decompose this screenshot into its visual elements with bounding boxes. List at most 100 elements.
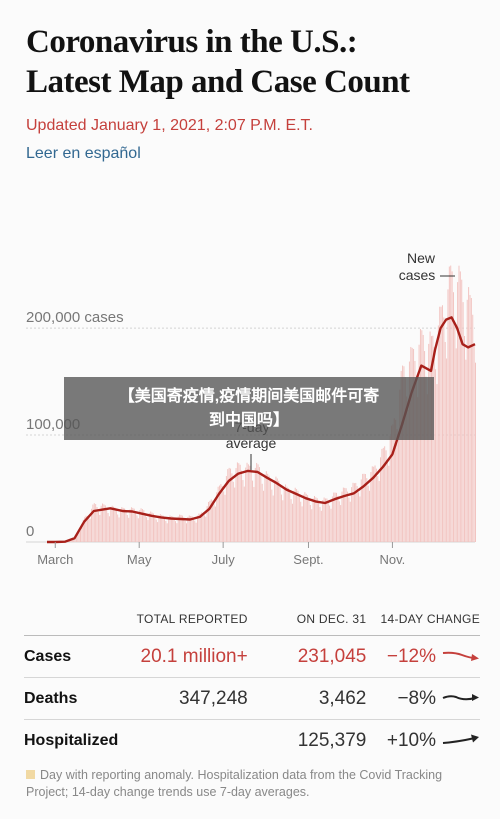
- daily-bar: [297, 490, 299, 542]
- daily-bar: [448, 266, 450, 542]
- daily-bar: [463, 335, 465, 542]
- daily-bar: [472, 314, 474, 542]
- daily-bar: [271, 489, 273, 542]
- daily-bar: [426, 394, 428, 542]
- daily-bar: [355, 482, 357, 542]
- daily-bar: [356, 486, 358, 542]
- daily-bar: [410, 346, 412, 542]
- daily-bar: [143, 510, 145, 542]
- daily-bar: [202, 512, 204, 542]
- daily-bar: [437, 325, 439, 542]
- daily-bar: [180, 514, 182, 542]
- trend-up-arrow-icon: [442, 734, 479, 745]
- daily-bar: [152, 513, 154, 542]
- daily-bar: [139, 510, 141, 542]
- daily-bar: [103, 504, 105, 542]
- hospitalized-total: [118, 720, 247, 762]
- daily-bar: [214, 506, 216, 542]
- daily-bar: [287, 488, 289, 542]
- daily-bar: [446, 358, 448, 542]
- stats-row-cases: Cases 20.1 million+ 231,045 −12%: [24, 635, 480, 678]
- daily-bar: [320, 510, 322, 542]
- daily-bar: [459, 271, 461, 542]
- daily-bar: [363, 473, 365, 542]
- daily-bar: [238, 463, 240, 542]
- daily-bar: [146, 517, 148, 542]
- daily-bar: [203, 515, 205, 542]
- x-tick-label: May: [127, 552, 152, 567]
- daily-bar: [228, 467, 230, 542]
- footnote-text: Day with reporting anomaly. Hospitalizat…: [26, 768, 443, 799]
- daily-bar: [168, 516, 170, 542]
- new-cases-label: cases: [399, 267, 436, 283]
- daily-bar: [397, 434, 399, 542]
- daily-bar: [304, 492, 306, 542]
- deaths-day: 3,462: [247, 677, 367, 720]
- trend-down-arrow-icon: [442, 652, 479, 662]
- daily-bar: [347, 491, 348, 542]
- daily-bar: [362, 473, 364, 542]
- daily-bar: [140, 508, 142, 542]
- hospitalized-change-cell: +10%: [366, 720, 480, 762]
- daily-bar: [447, 289, 449, 542]
- daily-bar: [290, 499, 292, 542]
- daily-bar: [190, 516, 192, 542]
- daily-bar: [269, 481, 271, 542]
- daily-bar: [331, 496, 333, 542]
- daily-bar: [381, 448, 383, 542]
- daily-bar: [267, 473, 269, 542]
- daily-bar: [260, 473, 262, 542]
- daily-bar: [126, 515, 128, 542]
- daily-bar: [210, 499, 212, 542]
- daily-bar: [374, 465, 376, 542]
- daily-bar: [236, 462, 238, 542]
- daily-bar: [144, 512, 146, 542]
- daily-bar: [268, 475, 270, 542]
- daily-bar: [399, 389, 401, 542]
- row-label: Hospitalized: [24, 731, 119, 749]
- daily-bar: [170, 516, 172, 542]
- daily-bar: [135, 511, 137, 542]
- daily-bar: [428, 343, 430, 542]
- daily-bar: [323, 497, 325, 542]
- daily-bar: [199, 513, 201, 542]
- y-tick-label: 0: [26, 523, 34, 540]
- cases-change: −12%: [386, 645, 436, 667]
- overlay-line-2: 到中国吗】: [208, 412, 289, 429]
- deaths-change: −8%: [397, 687, 436, 709]
- stats-header-row: TOTAL REPORTED ON DEC. 31 14-DAY CHANGE: [24, 612, 480, 636]
- daily-bar: [99, 514, 101, 542]
- daily-bar: [243, 486, 245, 542]
- daily-bar: [132, 507, 134, 542]
- daily-bar: [318, 501, 320, 542]
- daily-bar: [312, 498, 314, 542]
- daily-bar: [462, 302, 464, 542]
- daily-bar: [77, 532, 79, 542]
- daily-bar: [415, 382, 417, 542]
- daily-bar: [223, 491, 225, 542]
- daily-bar: [183, 517, 185, 542]
- stats-row-hospitalized: Hospitalized 125,379 +10%: [24, 720, 480, 762]
- daily-bar: [197, 515, 198, 542]
- daily-bar: [154, 515, 156, 542]
- daily-bar: [327, 500, 329, 542]
- daily-bar: [435, 369, 437, 542]
- spanish-link[interactable]: Leer en español: [26, 145, 141, 162]
- daily-bar: [375, 468, 377, 542]
- stats-table: TOTAL REPORTED ON DEC. 31 14-DAY CHANGE …: [24, 612, 480, 761]
- daily-bar: [377, 476, 379, 542]
- daily-bar: [301, 506, 303, 542]
- daily-bar: [115, 510, 117, 542]
- daily-bar: [93, 503, 95, 542]
- daily-bar: [441, 305, 443, 542]
- daily-bar: [150, 511, 152, 542]
- daily-bar: [136, 515, 138, 542]
- daily-bar: [451, 271, 453, 542]
- daily-bar: [242, 480, 244, 542]
- daily-bar: [338, 501, 340, 542]
- daily-bar: [373, 466, 375, 542]
- overlay-banner[interactable]: 【美国寄疫情,疫情期间美国邮件可寄 到中国吗】: [64, 377, 434, 440]
- daily-bar: [254, 467, 256, 542]
- daily-bar: [324, 498, 326, 542]
- daily-bar: [246, 462, 248, 542]
